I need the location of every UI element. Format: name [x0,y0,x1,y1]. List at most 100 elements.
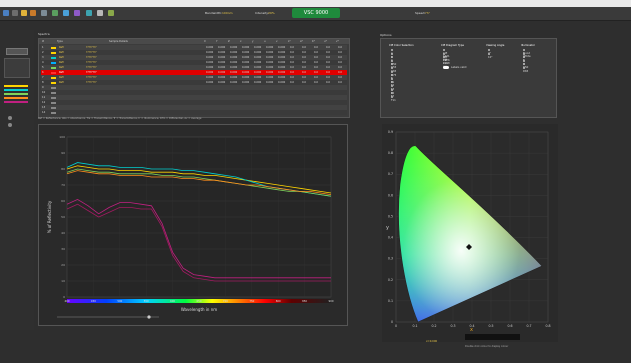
table-row[interactable]: 10 [41,90,347,95]
option-item[interactable]: F11 [391,95,396,102]
cie-diagram-panel: 0 0.1 0.2 0.3 0.4 0.5 0.6 0.7 0.8 0.9 0.8 0.7 0.6 0.5… [382,124,558,342]
y-tick-label: 0.4 [388,236,393,240]
x-tick-label: 0.5 [488,324,493,328]
option-item[interactable]: D55 [391,63,396,69]
print-icon[interactable] [12,10,18,16]
radio-button[interactable] [8,116,12,120]
row-value: 0.0 [326,51,330,54]
column-header: x [240,40,242,43]
column-header: y [252,40,254,43]
camera-icon[interactable] [41,10,47,16]
option-item[interactable]: D65 [523,67,528,73]
row-value: 0.0 [290,76,294,79]
series-line [66,168,332,197]
table-row[interactable]: 8 Refl???????? 0.000 0.000 0.000 0.000 0.000 0.… [41,80,347,85]
x-tick-label: 600 [170,299,175,303]
cie-chromaticity-diagram[interactable]: 0 0.1 0.2 0.3 0.4 0.5 0.6 0.7 0.8 0.9 0.8 0.7 0.6 0.5… [382,124,558,342]
row-details: ???????? [86,46,97,49]
row-id: 3 [42,56,44,59]
row-value: 0.000 [254,56,262,59]
radio-button[interactable] [8,123,12,127]
series-line [66,165,332,194]
row-value: 0.0 [302,76,306,79]
option-item[interactable]: D50 [523,63,528,69]
home-icon[interactable] [3,10,9,16]
row-value: 0.0 [314,81,318,84]
row-value: 0.000 [242,56,250,59]
series-line [66,198,331,279]
row-value: 0.0 [290,81,294,84]
row-id: 10 [42,91,46,94]
x-tick-label: 900 [329,299,334,303]
row-value: 0.0 [302,51,306,54]
row-id: 5 [42,66,44,69]
row-value: 0.000 [278,81,286,84]
series-swatch [4,85,28,87]
row-id: 1 [42,46,44,49]
table-row[interactable]: 11 [41,95,347,100]
grid-icon[interactable] [97,10,103,16]
column-header: a* [300,40,303,43]
table-row[interactable]: 14 [41,110,347,115]
row-details: ???????? [86,71,97,74]
settings-icon[interactable] [52,10,58,16]
option-item[interactable]: 10° [488,52,493,59]
wavelength-spectrum-bar [67,299,331,303]
x-tick-label: 500 [117,299,122,303]
y-tick-label: 0.1 [388,299,393,303]
table-row[interactable]: 2 Refl???????? 0.000 0.000 0.000 0.000 0.000 0.… [41,50,347,55]
row-details: ???????? [86,61,97,64]
table-row[interactable]: 4 Refl???????? 0.000 0.000 0.000 0.000 0.000 0.… [41,60,347,65]
table-row[interactable]: 1 Refl???????? 0.000 0.000 0.000 0.000 0.000 0.… [41,45,347,50]
option-item[interactable]: Flood White [523,49,531,58]
option-item[interactable]: D50 [391,59,396,66]
row-type: Refl [59,76,64,79]
table-row[interactable]: 13 [41,105,347,110]
color-icon[interactable] [86,10,92,16]
row-id: 2 [42,51,44,54]
row-value: 0.000 [266,61,274,64]
spectral-locus [398,145,543,323]
row-value: 0.000 [206,51,214,54]
column-header: # [42,40,45,43]
table-row[interactable]: 12 [41,100,347,105]
option-item[interactable]: CIE 1931 x,y [443,49,450,61]
row-value: 0.000 [230,46,238,49]
labels-toggle[interactable] [443,66,449,69]
option-item[interactable]: CIE 1976 u',v' [443,52,450,65]
row-value: 0.000 [242,66,250,69]
radio-icon [391,52,393,55]
option-item[interactable]: D75 [391,70,396,77]
row-value: 0.0 [314,51,318,54]
option-item[interactable]: D65 [391,67,396,73]
illuminator-title: Illuminator [521,44,536,47]
help-icon[interactable] [108,10,114,16]
save-icon[interactable] [30,10,36,16]
row-value: 0.0 [338,66,342,69]
radio-icon [391,88,393,91]
table-row[interactable]: 3 Refl???????? 0.000 0.000 0.000 0.000 0.000 0.… [41,55,347,60]
chart-icon[interactable] [63,10,69,16]
option-label: 10° [488,55,493,59]
acquire-button[interactable] [6,48,28,55]
options-title: Options [380,33,392,37]
refresh-icon[interactable] [74,10,80,16]
table-row[interactable]: 5 Refl???????? 0.000 0.000 0.000 0.000 0.000 0.… [41,65,347,70]
column-header: Z [228,40,230,43]
row-details: ???????? [86,51,97,54]
speed-value[interactable]: ??? [425,11,430,15]
table-row[interactable]: 6 Refl???????? 0.000 0.000 0.000 0.000 0.000 0.… [41,70,347,75]
row-id: 8 [42,81,44,84]
radio-icon [488,49,490,51]
table-row[interactable]: 9 [41,85,347,90]
row-value: 0.000 [218,76,226,79]
radio-icon [391,95,393,98]
folder-icon[interactable] [21,10,27,16]
spectra-table: # Type Sample Details X Y Z x y u v L* a… [38,38,350,118]
row-color-swatch [51,61,56,64]
row-id: 7 [42,76,44,79]
bandwidth-value[interactable]: 100nm [222,11,233,15]
table-row[interactable]: 7 Refl???????? 0.000 0.000 0.000 0.000 0.000 0.… [41,75,347,80]
intensity-value[interactable]: 29% [268,11,275,15]
